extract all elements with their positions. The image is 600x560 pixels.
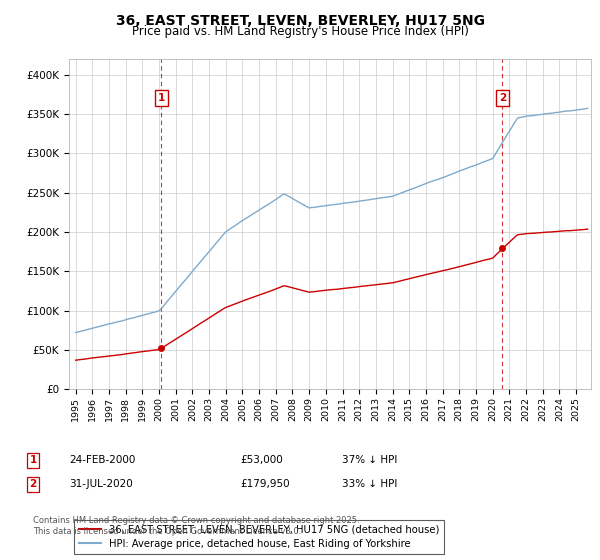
Text: 2: 2 xyxy=(29,479,37,489)
Text: 37% ↓ HPI: 37% ↓ HPI xyxy=(342,455,397,465)
Text: 1: 1 xyxy=(29,455,37,465)
Text: 33% ↓ HPI: 33% ↓ HPI xyxy=(342,479,397,489)
Text: 1: 1 xyxy=(158,93,165,103)
Text: £179,950: £179,950 xyxy=(240,479,290,489)
Text: 24-FEB-2000: 24-FEB-2000 xyxy=(69,455,136,465)
Text: This data is licensed under the Open Government Licence v3.0.: This data is licensed under the Open Gov… xyxy=(33,528,301,536)
Text: Contains HM Land Registry data © Crown copyright and database right 2025.: Contains HM Land Registry data © Crown c… xyxy=(33,516,359,525)
Text: 36, EAST STREET, LEVEN, BEVERLEY, HU17 5NG: 36, EAST STREET, LEVEN, BEVERLEY, HU17 5… xyxy=(115,14,485,28)
Text: £53,000: £53,000 xyxy=(240,455,283,465)
Text: Price paid vs. HM Land Registry's House Price Index (HPI): Price paid vs. HM Land Registry's House … xyxy=(131,25,469,38)
Legend: 36, EAST STREET, LEVEN, BEVERLEY, HU17 5NG (detached house), HPI: Average price,: 36, EAST STREET, LEVEN, BEVERLEY, HU17 5… xyxy=(74,520,445,554)
Text: 31-JUL-2020: 31-JUL-2020 xyxy=(69,479,133,489)
Text: 2: 2 xyxy=(499,93,506,103)
